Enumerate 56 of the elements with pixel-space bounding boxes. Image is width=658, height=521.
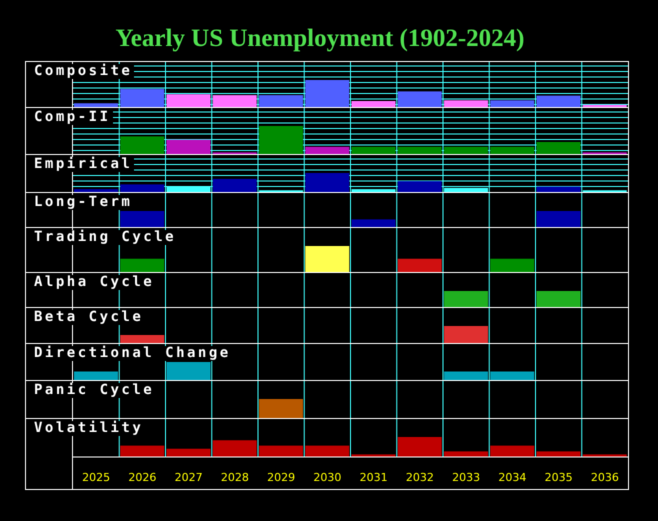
bar [74, 103, 118, 107]
bar [490, 146, 534, 154]
bar [74, 189, 118, 192]
x-tick-label: 2033 [452, 470, 480, 484]
bar [444, 146, 488, 154]
chart-title: Comp-II [32, 109, 113, 125]
x-tick-label: 2027 [174, 470, 203, 484]
bar [398, 437, 442, 457]
chart-title: Long-Term [32, 194, 134, 210]
bar [305, 146, 350, 154]
bar [536, 142, 580, 154]
chart-title: Trading Cycle [32, 229, 178, 245]
x-tick-label: 2028 [220, 470, 249, 484]
bar [536, 96, 580, 107]
bar [120, 184, 164, 192]
x-tick-label: 2025 [82, 470, 110, 484]
bar [490, 446, 534, 457]
x-tick-label: 2032 [406, 470, 434, 484]
bar [120, 446, 164, 457]
bar [212, 178, 257, 192]
bar [212, 440, 257, 457]
x-tick-label: 2031 [360, 470, 388, 484]
bar [398, 146, 442, 154]
bar [352, 101, 396, 107]
bar [305, 80, 350, 107]
chart-title: Panic Cycle [32, 382, 156, 398]
bar [398, 91, 442, 107]
bar [259, 446, 303, 457]
chart-title: Beta Cycle [32, 309, 146, 325]
bar [305, 173, 350, 192]
bar [490, 100, 534, 107]
chart-title: Directional Change [32, 345, 233, 361]
bar [166, 448, 210, 457]
bar [166, 94, 210, 107]
x-tick-label: 2029 [267, 470, 296, 484]
x-tick-label: 2034 [498, 470, 526, 484]
chart-title: Volatility [32, 420, 146, 436]
bar [259, 126, 303, 154]
x-tick-label: 2026 [128, 470, 156, 484]
x-tick-label: 2036 [590, 470, 619, 484]
bar [120, 88, 164, 107]
chart-title: Alpha Cycle [32, 274, 156, 290]
chart-title: Empirical [32, 156, 134, 172]
bar [120, 136, 164, 154]
bar [259, 95, 303, 107]
bar [166, 140, 210, 154]
text: Yearly US Unemployment (1902-2024) [116, 24, 524, 54]
bar [352, 146, 396, 154]
bar [536, 186, 580, 192]
x-tick-label: 2030 [313, 470, 342, 484]
bar [398, 181, 442, 192]
x-tick-label: 2035 [544, 470, 573, 484]
bar [444, 100, 488, 107]
bar [212, 95, 257, 107]
chart-title: Composite [32, 63, 134, 79]
bar [305, 446, 350, 457]
